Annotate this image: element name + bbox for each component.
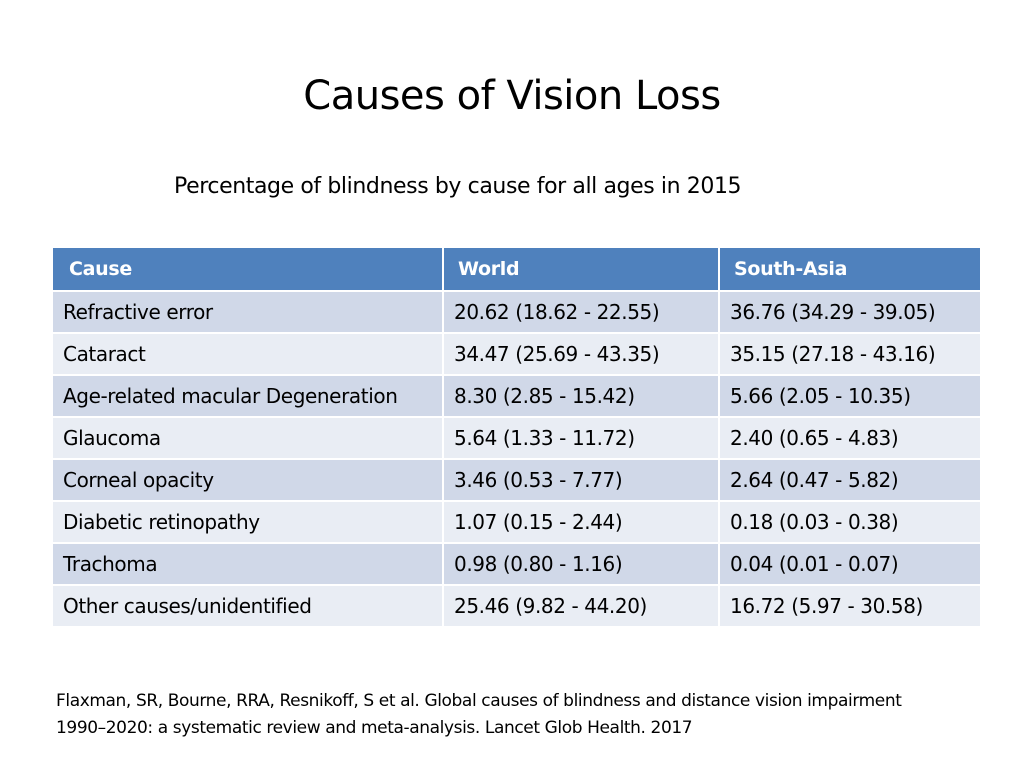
slide-title: Causes of Vision Loss <box>303 73 721 119</box>
table-row: Diabetic retinopathy 1.07 (0.15 - 2.44) … <box>51 500 982 544</box>
cell-world: 8.30 (2.85 - 15.42) <box>442 374 720 418</box>
cell-cause: Refractive error <box>51 290 444 334</box>
cell-cause: Glaucoma <box>51 416 444 460</box>
cell-world: 34.47 (25.69 - 43.35) <box>442 332 720 376</box>
cell-south-asia: 35.15 (27.18 - 43.16) <box>718 332 982 376</box>
citation-line-1: Flaxman, SR, Bourne, RRA, Resnikoff, S e… <box>56 691 902 711</box>
blindness-causes-table: Cause World South-Asia Refractive error … <box>51 246 982 628</box>
cell-cause: Corneal opacity <box>51 458 444 502</box>
table-row: Refractive error 20.62 (18.62 - 22.55) 3… <box>51 290 982 334</box>
column-header-cause: Cause <box>51 246 444 292</box>
citation-line-2: 1990–2020: a systematic review and meta-… <box>56 718 693 738</box>
cell-world: 0.98 (0.80 - 1.16) <box>442 542 720 586</box>
table-row: Age-related macular Degeneration 8.30 (2… <box>51 374 982 418</box>
table-row: Glaucoma 5.64 (1.33 - 11.72) 2.40 (0.65 … <box>51 416 982 460</box>
cell-south-asia: 36.76 (34.29 - 39.05) <box>718 290 982 334</box>
cell-south-asia: 0.18 (0.03 - 0.38) <box>718 500 982 544</box>
table-row: Corneal opacity 3.46 (0.53 - 7.77) 2.64 … <box>51 458 982 502</box>
column-header-world: World <box>442 246 720 292</box>
cell-world: 3.46 (0.53 - 7.77) <box>442 458 720 502</box>
cell-cause: Cataract <box>51 332 444 376</box>
table-row: Other causes/unidentified 25.46 (9.82 - … <box>51 584 982 628</box>
cell-south-asia: 2.64 (0.47 - 5.82) <box>718 458 982 502</box>
cell-cause: Diabetic retinopathy <box>51 500 444 544</box>
table-subtitle: Percentage of blindness by cause for all… <box>174 174 742 199</box>
cell-south-asia: 5.66 (2.05 - 10.35) <box>718 374 982 418</box>
cell-south-asia: 16.72 (5.97 - 30.58) <box>718 584 982 628</box>
cell-world: 1.07 (0.15 - 2.44) <box>442 500 720 544</box>
cell-world: 5.64 (1.33 - 11.72) <box>442 416 720 460</box>
table-header-row: Cause World South-Asia <box>51 246 982 292</box>
cell-south-asia: 0.04 (0.01 - 0.07) <box>718 542 982 586</box>
cell-cause: Other causes/unidentified <box>51 584 444 628</box>
cell-world: 20.62 (18.62 - 22.55) <box>442 290 720 334</box>
cell-cause: Trachoma <box>51 542 444 586</box>
column-header-south-asia: South-Asia <box>718 246 982 292</box>
cell-south-asia: 2.40 (0.65 - 4.83) <box>718 416 982 460</box>
cell-world: 25.46 (9.82 - 44.20) <box>442 584 720 628</box>
table-row: Cataract 34.47 (25.69 - 43.35) 35.15 (27… <box>51 332 982 376</box>
cell-cause: Age-related macular Degeneration <box>51 374 444 418</box>
citation: Flaxman, SR, Bourne, RRA, Resnikoff, S e… <box>56 688 1016 742</box>
table-row: Trachoma 0.98 (0.80 - 1.16) 0.04 (0.01 -… <box>51 542 982 586</box>
